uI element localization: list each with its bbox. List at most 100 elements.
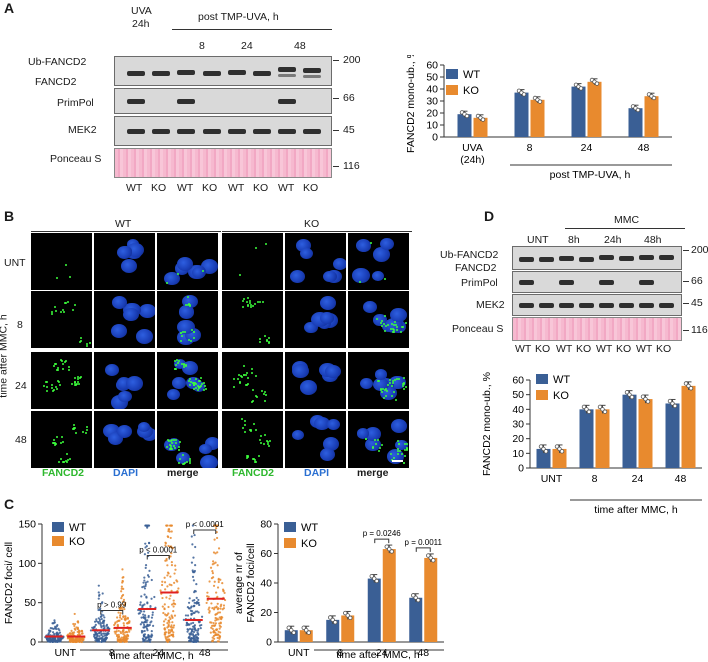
micrograph-tile xyxy=(94,352,155,409)
blot-a-time-8: 8 xyxy=(199,40,205,52)
micrograph-tile xyxy=(348,411,409,468)
xtick-0: UVA xyxy=(462,142,483,154)
ylabel: FANCD2 mono-ub., % xyxy=(481,372,493,476)
micrograph-tile xyxy=(157,291,218,348)
chart-c-bar: 0 20 40 60 80 UNT 8 24 48 average nr of FANCD2 foc… xyxy=(233,519,444,661)
ytick-6: 60 xyxy=(426,60,438,72)
legend-label-WT: WT xyxy=(463,69,480,81)
bar-WT-3 xyxy=(628,108,643,137)
micrograph-tile xyxy=(285,291,346,348)
legend-swatch-WT xyxy=(284,522,296,532)
xtick-1: 8 xyxy=(527,142,533,154)
micrograph-tile xyxy=(31,291,92,348)
micrograph-tile xyxy=(157,352,218,409)
micro-row-8: 8 xyxy=(17,319,23,331)
bar-WT-2 xyxy=(622,394,637,468)
bar-WT-3 xyxy=(665,403,680,468)
ytick-1: 50 xyxy=(24,597,36,609)
blot-a-lane-8: KO xyxy=(303,182,319,194)
legend-label-KO: KO xyxy=(301,538,317,550)
xlabel: time after MMC, h xyxy=(594,504,678,516)
blot-d-lane-4: KO xyxy=(576,343,592,355)
micrograph-tile xyxy=(222,411,283,468)
ylabel: FANCD2 foci/cell xyxy=(245,543,257,622)
micro-side-label: time after MMC, h xyxy=(0,314,10,398)
blot-a-row-primpol: PrimPol xyxy=(57,97,94,109)
ylabel: average nr of xyxy=(233,552,245,614)
ytick-5: 50 xyxy=(512,389,524,401)
ytick-6: 60 xyxy=(512,375,524,387)
bar-WT-1 xyxy=(326,619,340,642)
panel-label-c: C xyxy=(4,496,15,512)
chart-d-bar: 0 10 20 30 40 50 60 UNT 8 24 48 FANCD2 mono-ub., % t… xyxy=(481,372,702,516)
micro-row-48: 48 xyxy=(15,434,27,446)
bar-KO-3 xyxy=(424,557,438,642)
blot-d-lane-1: WT xyxy=(515,343,532,355)
legend-label-WT: WT xyxy=(69,522,86,534)
micro-channel-fancd2-ko: FANCD2 xyxy=(232,467,275,479)
bar-WT-3 xyxy=(409,597,423,642)
blot-d-primpol-strip xyxy=(512,271,682,293)
ylabel: FANCD2 foci/ cell xyxy=(3,542,15,624)
bar-WT-1 xyxy=(579,409,594,468)
bar-WT-0 xyxy=(536,448,551,468)
bar-KO-3 xyxy=(681,385,696,468)
micro-channel-dapi-ko: DAPI xyxy=(304,467,330,479)
xtick-1: 8 xyxy=(337,647,343,659)
blot-a-uva-header-2: 24h xyxy=(132,18,150,30)
micrograph-tile xyxy=(222,233,283,290)
blot-d-mw-200: 200 xyxy=(691,244,708,256)
panel-label-d: D xyxy=(484,208,495,224)
micrograph-tile xyxy=(285,233,346,290)
legend-label-KO: KO xyxy=(553,390,569,402)
blot-a-lane-6: KO xyxy=(253,182,269,194)
blot-a-time-48: 48 xyxy=(294,40,306,52)
blot-d-mw-116: 116 xyxy=(691,324,708,336)
blot-d-mw-66: 66 xyxy=(691,275,703,287)
ylabel: FANCD2 mono-ub., % xyxy=(405,55,417,153)
ytick-0: 0 xyxy=(432,132,438,144)
blot-d-row-ponceau: Ponceau S xyxy=(452,323,504,335)
ytick-0: 0 xyxy=(266,637,272,649)
ytick-3: 60 xyxy=(260,548,272,560)
blot-a-lane-4: KO xyxy=(202,182,218,194)
ytick-1: 10 xyxy=(512,448,524,460)
blot-d-lane-3: WT xyxy=(556,343,573,355)
ytick-2: 40 xyxy=(260,578,272,590)
blot-d-mw-45: 45 xyxy=(691,297,703,309)
bar-KO-1 xyxy=(530,99,545,137)
bar-KO-1 xyxy=(341,615,355,642)
xtick-3: 48 xyxy=(199,647,211,659)
ytick-4: 40 xyxy=(426,84,438,96)
blot-d-fancd2-strip xyxy=(512,246,682,270)
bar-KO-3 xyxy=(644,96,659,137)
micrograph-tile xyxy=(348,291,409,348)
bar-WT-0 xyxy=(284,630,298,642)
blot-d-mek2-strip xyxy=(512,294,682,316)
xtick-2: 24 xyxy=(376,647,388,659)
micrograph-tile xyxy=(31,352,92,409)
legend-swatch-WT xyxy=(52,522,64,532)
ytick-2: 20 xyxy=(426,108,438,120)
blot-d-lane-6: KO xyxy=(616,343,632,355)
legend-label-WT: WT xyxy=(553,374,570,386)
micro-group-ko: KO xyxy=(304,218,320,230)
blot-a-mw-116: 116 xyxy=(343,160,360,172)
blot-d-time-8h: 8h xyxy=(568,234,580,246)
ytick-0: 0 xyxy=(30,637,36,649)
micrograph-tile xyxy=(94,233,155,290)
blot-d-row-fancd2: FANCD2 xyxy=(455,262,497,274)
bar-KO-0 xyxy=(552,448,567,468)
blot-d-lane-5: WT xyxy=(596,343,613,355)
blot-a-fancd2-strip xyxy=(114,56,332,86)
bar-KO-0 xyxy=(299,630,313,642)
ytick-4: 40 xyxy=(512,404,524,416)
xtick-2: 24 xyxy=(632,473,644,485)
blot-a-uva-header-1: UVA xyxy=(131,5,152,17)
blot-a-row-ub-fancd2: Ub-FANCD2 xyxy=(28,56,87,68)
blot-a-primpol-strip xyxy=(114,88,332,114)
blot-a-lane-1: WT xyxy=(126,182,143,194)
micrograph-tile xyxy=(94,411,155,468)
ytick-1: 20 xyxy=(260,607,272,619)
